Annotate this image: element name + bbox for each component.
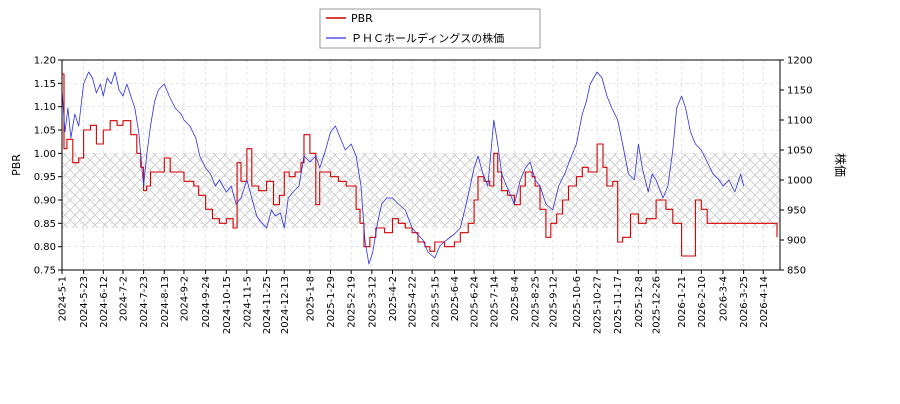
series-lines bbox=[61, 71, 778, 265]
x-tick-label: 2025-6-4 bbox=[450, 276, 461, 321]
y-left-axis-label: PBR bbox=[10, 154, 23, 176]
x-tick-label: 2025-1-8 bbox=[305, 276, 316, 321]
y-right-axis-label: 株価 bbox=[833, 153, 848, 177]
y-right-tick-label: 1050 bbox=[787, 146, 812, 157]
x-tick-label: 2024-9-24 bbox=[201, 276, 212, 328]
x-tick-label: 2026-2-10 bbox=[697, 276, 708, 328]
x-tick-label: 2024-8-13 bbox=[160, 276, 171, 328]
gridlines bbox=[61, 59, 780, 271]
y-right-ticks: 850 900 950 1000 1050 1100 1150 1200 bbox=[780, 56, 812, 277]
plot-frame bbox=[61, 59, 781, 271]
x-ticks: 2024-5-1 2024-5-23 2024-6-12 2024-7-2 2024-7… bbox=[58, 270, 770, 334]
x-tick-label: 2025-10-6 bbox=[572, 276, 583, 328]
x-tick-label: 2025-7-14 bbox=[489, 276, 500, 328]
x-tick-label: 2025-4-22 bbox=[408, 276, 419, 328]
stock-price-series-line bbox=[61, 71, 744, 265]
x-tick-label: 2024-7-23 bbox=[139, 276, 150, 328]
y-right-tick-label: 1000 bbox=[787, 176, 812, 187]
x-tick-label: 2025-8-25 bbox=[531, 276, 542, 328]
y-left-tick-label: 1.20 bbox=[34, 56, 56, 67]
legend-label-pbr: PBR bbox=[351, 12, 373, 25]
x-tick-label: 2025-5-15 bbox=[430, 276, 441, 328]
x-tick-label: 2024-11-25 bbox=[262, 276, 273, 334]
x-tick-label: 2026-1-21 bbox=[677, 276, 688, 328]
y-right-tick-label: 900 bbox=[787, 236, 806, 247]
x-tick-label: 2024-9-2 bbox=[179, 276, 190, 321]
x-tick-label: 2026-4-14 bbox=[759, 276, 770, 328]
x-tick-label: 2025-10-27 bbox=[593, 276, 604, 334]
x-tick-label: 2025-3-12 bbox=[367, 276, 378, 328]
x-tick-label: 2025-8-4 bbox=[510, 276, 521, 321]
x-tick-label: 2025-6-24 bbox=[470, 276, 481, 328]
x-tick-label: 2026-3-4 bbox=[718, 276, 729, 321]
x-tick-label: 2024-5-23 bbox=[79, 276, 90, 328]
y-left-tick-label: 1.15 bbox=[34, 79, 56, 90]
y-right-tick-label: 850 bbox=[787, 266, 806, 277]
x-tick-label: 2024-5-1 bbox=[58, 276, 69, 321]
x-tick-label: 2025-12-26 bbox=[652, 276, 663, 334]
y-left-tick-label: 1.10 bbox=[34, 102, 56, 113]
x-tick-label: 2024-10-15 bbox=[222, 276, 233, 334]
x-tick-label: 2024-6-12 bbox=[99, 276, 110, 328]
x-tick-label: 2025-1-29 bbox=[326, 276, 337, 328]
x-tick-label: 2025-11-17 bbox=[613, 276, 624, 334]
legend: PBR ＰＨＣホールディングスの株価 bbox=[319, 8, 541, 49]
y-left-tick-label: 0.75 bbox=[34, 266, 56, 277]
legend-box bbox=[319, 8, 541, 49]
y-left-tick-label: 1.05 bbox=[34, 126, 56, 137]
y-left-tick-label: 0.95 bbox=[34, 172, 56, 183]
x-tick-label: 2025-12-8 bbox=[634, 276, 645, 328]
x-tick-label: 2024-7-2 bbox=[118, 276, 129, 321]
pbr-series-line bbox=[62, 73, 778, 257]
x-tick-label: 2025-2-19 bbox=[347, 276, 358, 328]
y-right-tick-label: 950 bbox=[787, 206, 806, 217]
x-tick-label: 2025-9-12 bbox=[548, 276, 559, 328]
y-left-tick-label: 1.00 bbox=[34, 149, 56, 160]
legend-label-price: ＰＨＣホールディングスの株価 bbox=[351, 31, 504, 45]
x-tick-label: 2025-4-2 bbox=[388, 276, 399, 321]
y-right-tick-label: 1150 bbox=[787, 86, 812, 97]
y-left-tick-label: 0.85 bbox=[34, 219, 56, 230]
y-right-tick-label: 1100 bbox=[787, 116, 812, 127]
x-tick-label: 2026-3-25 bbox=[739, 276, 750, 328]
x-tick-label: 2024-12-13 bbox=[280, 276, 291, 334]
y-left-ticks: 0.75 0.80 0.85 0.90 0.95 1.00 1.05 1.10 1.15 1.20 bbox=[34, 56, 62, 277]
y-right-tick-label: 1200 bbox=[787, 56, 812, 67]
y-left-tick-label: 0.90 bbox=[34, 196, 56, 207]
y-left-tick-label: 0.80 bbox=[34, 242, 56, 253]
x-tick-label: 2024-11-5 bbox=[242, 276, 253, 328]
